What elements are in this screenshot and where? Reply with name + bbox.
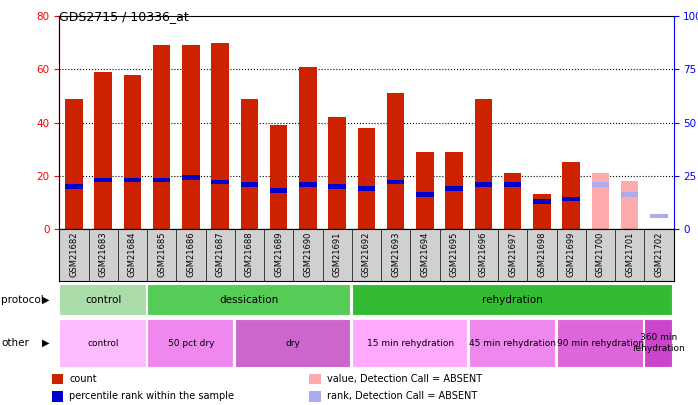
Bar [52, 374, 63, 384]
Bar [592, 182, 609, 187]
Bar [357, 128, 376, 229]
Text: control: control [85, 295, 121, 305]
Text: GSM21698: GSM21698 [537, 231, 547, 277]
Text: GSM21685: GSM21685 [157, 231, 166, 277]
Bar [241, 98, 258, 229]
Text: GSM21693: GSM21693 [391, 231, 400, 277]
Bar [352, 284, 672, 315]
Text: 50 pct dry: 50 pct dry [168, 339, 214, 348]
Text: GSM21702: GSM21702 [655, 231, 663, 277]
Text: count: count [69, 374, 97, 384]
Bar [299, 67, 317, 229]
Bar [211, 180, 229, 184]
Text: percentile rank within the sample: percentile rank within the sample [69, 391, 235, 401]
Bar [235, 320, 350, 367]
Bar [147, 284, 350, 315]
Text: GSM21701: GSM21701 [625, 231, 634, 277]
Bar [94, 177, 112, 182]
Text: other: other [1, 338, 29, 348]
Text: GSM21695: GSM21695 [450, 231, 459, 277]
Text: rank, Detection Call = ABSENT: rank, Detection Call = ABSENT [327, 391, 477, 401]
Text: 360 min
rehydration: 360 min rehydration [632, 333, 685, 353]
Bar [299, 182, 317, 187]
Bar [182, 175, 200, 180]
Text: ▶: ▶ [42, 295, 50, 305]
Text: GSM21691: GSM21691 [333, 231, 342, 277]
Text: GSM21696: GSM21696 [479, 231, 488, 277]
Text: GSM21687: GSM21687 [216, 231, 225, 277]
Text: control: control [87, 339, 119, 348]
Bar [644, 320, 672, 367]
Bar [387, 93, 404, 229]
Text: ▶: ▶ [42, 338, 50, 348]
Bar [469, 320, 555, 367]
Text: dessication: dessication [220, 295, 279, 305]
Bar [563, 197, 580, 201]
Bar [309, 391, 320, 402]
Bar [533, 199, 551, 204]
Bar [329, 117, 346, 229]
Bar [357, 186, 376, 191]
Bar [241, 182, 258, 187]
Bar [59, 320, 146, 367]
Text: GSM21683: GSM21683 [98, 231, 107, 277]
Bar [445, 186, 463, 191]
Text: GSM21686: GSM21686 [186, 231, 195, 277]
Text: GSM21690: GSM21690 [304, 231, 313, 277]
Bar [592, 173, 609, 229]
Text: GDS2715 / 10336_at: GDS2715 / 10336_at [59, 10, 189, 23]
Text: GSM21684: GSM21684 [128, 231, 137, 277]
Bar [556, 320, 643, 367]
Bar [270, 125, 288, 229]
Bar [65, 184, 83, 189]
Text: 90 min rehydration: 90 min rehydration [557, 339, 644, 348]
Bar [416, 192, 433, 197]
Text: GSM21688: GSM21688 [245, 231, 254, 277]
Bar [504, 182, 521, 187]
Bar [416, 152, 433, 229]
Text: GSM21700: GSM21700 [596, 231, 605, 277]
Text: GSM21692: GSM21692 [362, 231, 371, 277]
Bar [124, 75, 141, 229]
Bar [124, 177, 141, 182]
Text: GSM21697: GSM21697 [508, 231, 517, 277]
Text: GSM21699: GSM21699 [567, 231, 576, 277]
Text: 15 min rehydration: 15 min rehydration [366, 339, 454, 348]
Bar [52, 391, 63, 402]
Bar [563, 162, 580, 229]
Bar [147, 320, 233, 367]
Bar [387, 180, 404, 184]
Text: rehydration: rehydration [482, 295, 543, 305]
Text: value, Detection Call = ABSENT: value, Detection Call = ABSENT [327, 374, 482, 384]
Text: dry: dry [286, 339, 301, 348]
Text: 45 min rehydration: 45 min rehydration [469, 339, 556, 348]
Bar [352, 320, 468, 367]
Text: GSM21682: GSM21682 [70, 231, 78, 277]
Bar [153, 45, 170, 229]
Bar [182, 45, 200, 229]
Bar [475, 182, 492, 187]
Bar [270, 188, 288, 193]
Bar [59, 284, 146, 315]
Text: GSM21694: GSM21694 [420, 231, 429, 277]
Bar [650, 214, 668, 218]
Bar [445, 152, 463, 229]
Bar [94, 72, 112, 229]
Bar [65, 98, 83, 229]
Bar [211, 43, 229, 229]
Text: GSM21689: GSM21689 [274, 231, 283, 277]
Bar [621, 181, 639, 229]
Text: protocol: protocol [1, 295, 44, 305]
Bar [621, 192, 639, 197]
Bar [533, 194, 551, 229]
Bar [504, 173, 521, 229]
Bar [153, 177, 170, 182]
Bar [309, 374, 320, 384]
Bar [329, 184, 346, 189]
Bar [475, 98, 492, 229]
